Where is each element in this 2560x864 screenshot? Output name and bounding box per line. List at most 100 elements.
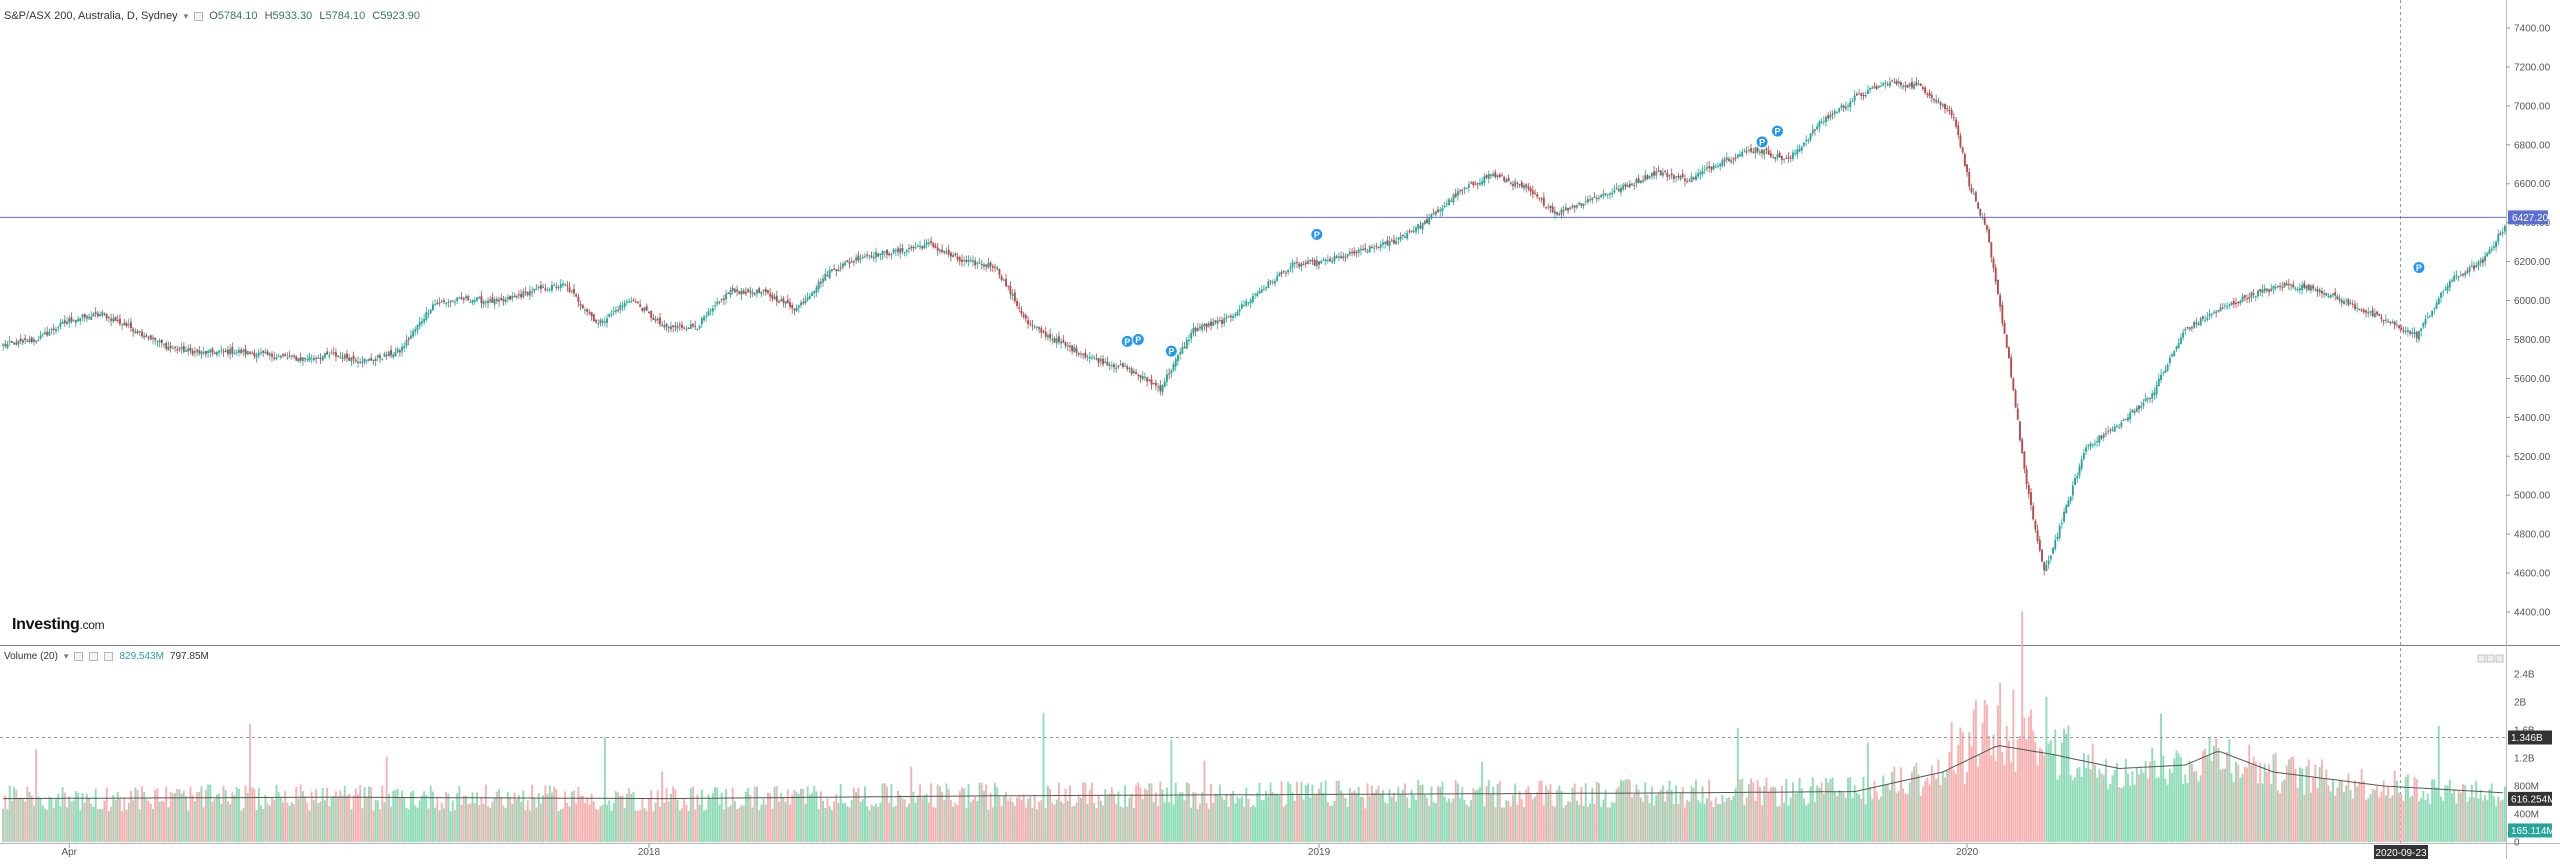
candle — [1864, 94, 1867, 97]
volume-bar — [134, 787, 137, 842]
volume-bar — [63, 792, 66, 842]
candle — [1974, 192, 1977, 202]
volume-bar — [458, 785, 461, 842]
volume-bar — [198, 791, 201, 842]
volume-bar — [634, 810, 637, 842]
close-icon[interactable] — [104, 652, 114, 661]
volume-bar — [2239, 777, 2242, 842]
pane-close-icon — [2495, 654, 2504, 663]
candle — [2468, 267, 2471, 272]
candle — [2129, 412, 2132, 420]
volume-bar — [315, 789, 318, 842]
volume-bar — [1053, 804, 1056, 842]
candle — [1644, 175, 1647, 181]
settings-icon[interactable] — [89, 652, 99, 661]
candle — [769, 293, 772, 297]
candle — [899, 248, 902, 254]
volume-bar — [500, 796, 503, 842]
volume-bar — [504, 808, 507, 842]
volume-bar — [963, 788, 966, 842]
candle — [1723, 159, 1726, 162]
volume-bar — [1102, 805, 1104, 842]
volume-bar — [1752, 782, 1755, 842]
volume-bar — [1694, 779, 1697, 842]
volume-bar — [2406, 774, 2409, 842]
candle — [1053, 338, 1056, 343]
volume-legend: Volume (20) ▾ 829.543M 797.85M — [4, 651, 209, 662]
candle — [2135, 407, 2138, 412]
candle — [828, 270, 831, 279]
candle — [2027, 485, 2030, 494]
volume-bar — [687, 810, 690, 842]
candle — [663, 325, 666, 328]
candle — [1803, 142, 1805, 146]
chevron-down-icon[interactable]: ▾ — [183, 10, 189, 21]
candle — [1269, 280, 1272, 282]
volume-bar — [1068, 785, 1071, 842]
chevron-down-icon[interactable]: ▾ — [63, 651, 69, 661]
candle — [392, 354, 395, 358]
volume-bar — [804, 803, 807, 842]
volume-bar — [220, 804, 223, 842]
candle — [1875, 86, 1878, 90]
candle — [2082, 452, 2085, 459]
volume-bar — [1366, 783, 1369, 842]
volume-bar — [1331, 805, 1334, 842]
volume-bar — [2016, 739, 2019, 842]
candle — [868, 255, 871, 257]
volume-bar — [35, 749, 38, 842]
volume-title[interactable]: Volume (20) — [4, 651, 58, 662]
candle — [1177, 355, 1179, 361]
candle — [2014, 390, 2017, 408]
volume-bar — [304, 796, 307, 842]
volume-bar — [295, 786, 298, 842]
symbol-title[interactable]: S&P/ASX 200, Australia, D, Sydney — [4, 10, 178, 22]
volume-bar — [852, 787, 855, 842]
candle — [1448, 199, 1451, 206]
volume-bar — [352, 795, 355, 842]
p-marker — [2412, 260, 2426, 274]
candle — [1091, 357, 1093, 359]
volume-bar — [850, 799, 853, 842]
volume-bar — [1646, 794, 1649, 842]
candle — [2144, 398, 2147, 402]
volume-bar — [1959, 727, 1962, 842]
candle — [1229, 315, 1232, 318]
volume-bar — [1478, 786, 1481, 842]
volume-bar — [771, 808, 774, 842]
eye-icon[interactable] — [194, 11, 204, 21]
candle — [68, 318, 71, 323]
volume-bar — [674, 789, 677, 842]
candle — [1734, 157, 1737, 159]
volume-bar — [1501, 807, 1503, 842]
candle — [368, 359, 370, 361]
volume-bar — [1192, 792, 1195, 842]
eye-icon[interactable] — [74, 652, 84, 661]
volume-bar — [2395, 780, 2398, 842]
volume-bar — [442, 808, 445, 842]
candle — [99, 314, 102, 317]
price-tick-label: 7200.00 — [2514, 62, 2551, 73]
candle — [1357, 249, 1360, 253]
candle — [1972, 193, 1975, 195]
volume-bar — [1285, 804, 1287, 842]
candle — [1470, 182, 1473, 184]
candle — [2464, 272, 2467, 276]
candle — [2272, 285, 2275, 289]
volume-bar — [2019, 735, 2021, 842]
volume-bar — [1282, 806, 1285, 842]
volume-bar — [619, 796, 622, 842]
volume-bar — [639, 809, 642, 842]
candle — [910, 246, 913, 249]
candle — [403, 346, 406, 348]
volume-bar — [617, 792, 620, 842]
candle — [2118, 427, 2121, 429]
candle — [934, 245, 937, 248]
volume-bar — [1692, 787, 1695, 842]
volume-bar — [2325, 769, 2328, 842]
candle — [2501, 232, 2504, 234]
candle — [112, 318, 115, 322]
volume-bar — [44, 808, 46, 842]
